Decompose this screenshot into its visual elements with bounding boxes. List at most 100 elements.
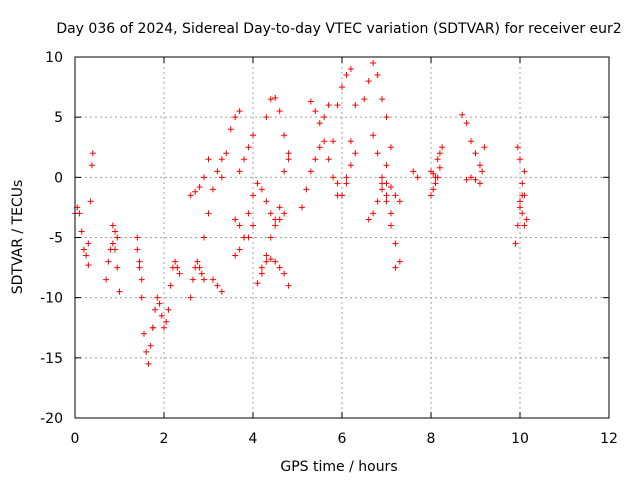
data-point <box>281 270 288 277</box>
data-point <box>432 174 439 181</box>
data-point <box>347 138 354 145</box>
series-arc-07 <box>149 294 172 331</box>
data-point <box>192 188 199 195</box>
data-point <box>258 186 265 193</box>
chart-title: Day 036 of 2024, Sidereal Day-to-day VTE… <box>56 21 621 37</box>
series-arc-15 <box>232 192 256 259</box>
data-point <box>189 276 196 283</box>
data-point <box>316 144 323 151</box>
data-point <box>374 150 381 157</box>
y-tick-labels: -20 -15 -10 -5 0 5 10 <box>40 50 63 427</box>
data-point <box>112 228 119 235</box>
series-arc-22 <box>307 98 332 127</box>
data-point <box>145 360 152 367</box>
data-point <box>298 204 305 211</box>
data-point <box>236 168 243 175</box>
y-tick-label: -5 <box>49 231 63 247</box>
data-point <box>434 156 441 163</box>
data-point <box>396 258 403 265</box>
data-point <box>343 174 350 181</box>
data-point <box>263 252 270 259</box>
data-point <box>374 198 381 205</box>
data-point <box>172 258 179 265</box>
data-point <box>236 222 243 229</box>
data-point <box>468 174 475 181</box>
x-tick-label: 6 <box>338 431 347 447</box>
data-point <box>254 180 261 187</box>
data-point <box>109 240 116 247</box>
data-point <box>276 204 283 211</box>
data-point <box>517 156 523 163</box>
data-point <box>514 144 521 151</box>
data-point <box>263 198 270 205</box>
data-point <box>365 216 372 223</box>
data-point <box>76 210 83 217</box>
data-point <box>383 192 390 199</box>
data-point <box>387 210 394 217</box>
series-arc-40 <box>517 198 530 229</box>
data-point <box>232 252 239 259</box>
data-point <box>241 156 248 163</box>
data-point <box>521 222 528 229</box>
data-point <box>430 186 437 193</box>
series-arc-12 <box>209 276 225 295</box>
data-point <box>250 192 256 199</box>
data-point <box>143 348 150 355</box>
data-point <box>250 132 256 139</box>
series-arc-17 <box>254 210 288 287</box>
data-point <box>379 96 386 103</box>
data-point <box>476 162 483 169</box>
data-point <box>365 78 372 85</box>
y-tick-label: 10 <box>45 50 63 66</box>
data-point <box>387 222 394 229</box>
data-point <box>312 156 319 163</box>
data-point <box>116 288 123 295</box>
data-point <box>88 162 95 169</box>
data-point <box>201 276 208 283</box>
data-point <box>370 132 377 139</box>
data-point <box>85 240 92 247</box>
data-point <box>523 216 530 223</box>
data-point <box>176 270 183 277</box>
series-arc-25 <box>334 150 359 199</box>
data-point <box>214 168 221 175</box>
data-point <box>521 192 528 199</box>
data-point <box>481 144 488 151</box>
data-point <box>227 126 234 133</box>
data-point <box>156 300 163 307</box>
data-point <box>161 324 167 331</box>
data-point <box>218 288 225 295</box>
data-point <box>147 342 154 349</box>
data-point <box>134 234 141 241</box>
y-tick-label: -10 <box>40 291 63 307</box>
data-point <box>250 222 256 229</box>
data-point <box>267 234 274 241</box>
series-arc-05 <box>134 234 156 367</box>
grid <box>75 57 609 418</box>
data-point <box>321 138 328 145</box>
x-tick-label: 10 <box>511 431 529 447</box>
x-tick-labels: 0 2 4 6 8 10 12 <box>71 431 618 447</box>
data-point <box>276 108 283 115</box>
series-arc-11 <box>201 156 225 241</box>
plot-frame <box>74 56 610 419</box>
series-arc-35 <box>459 111 483 169</box>
series-arc-38 <box>512 168 528 247</box>
data-point <box>379 174 386 181</box>
data-point <box>463 120 470 127</box>
data-point <box>205 156 212 163</box>
data-point <box>236 246 243 253</box>
data-point <box>258 264 265 271</box>
series-arc-27 <box>365 144 394 223</box>
data-point <box>281 210 288 217</box>
data-point <box>370 210 377 217</box>
data-point <box>254 280 261 287</box>
data-point <box>387 144 394 151</box>
series-arc-21 <box>298 138 328 211</box>
data-point <box>149 324 156 331</box>
data-point <box>194 258 201 265</box>
data-point <box>187 192 194 199</box>
data-point <box>103 276 110 283</box>
data-point <box>136 264 143 271</box>
data-point <box>187 294 194 301</box>
